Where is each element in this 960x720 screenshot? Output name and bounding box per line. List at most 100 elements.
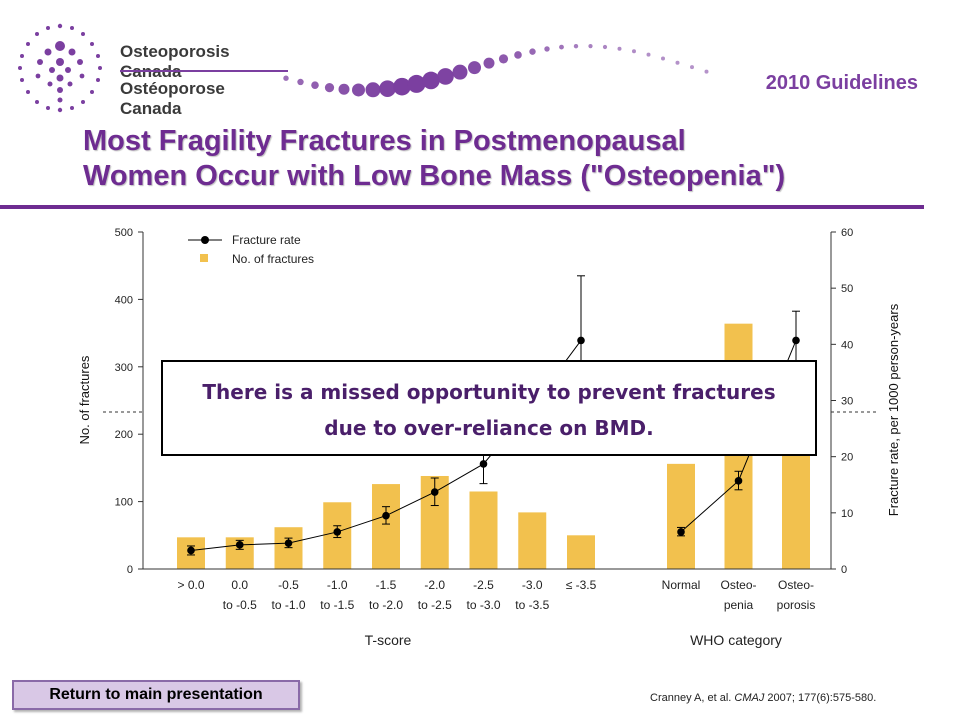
wave-dot [283, 75, 289, 81]
legend-label-count: No. of fractures [232, 252, 314, 266]
wave-dot [311, 81, 319, 89]
x-tick-label: -0.5 [278, 578, 299, 592]
right-tick-label: 50 [841, 283, 853, 295]
x-tick-label-sub: to -2.0 [369, 598, 403, 612]
x-tick-label: -1.5 [376, 578, 397, 592]
callout-line-2: due to over-reliance on BMD. [324, 416, 654, 440]
x-tick-label: 0.0 [231, 578, 248, 592]
x-tick-label-sub: penia [724, 598, 754, 612]
left-tick-label: 200 [115, 429, 133, 441]
wave-dot [646, 52, 651, 57]
wave-dot [407, 74, 426, 93]
wave-dot [365, 82, 381, 98]
x-tick-label-sub: to -0.5 [223, 598, 257, 612]
x-tick-label-sub: porosis [777, 598, 816, 612]
left-tick-label: 100 [115, 497, 133, 509]
rate-point [734, 477, 743, 485]
guidelines-label: 2010 Guidelines [765, 72, 918, 94]
x-tick-label-sub: to -3.0 [466, 598, 500, 612]
right-tick-label: 20 [841, 452, 853, 464]
x-tick-label-sub: to -3.5 [515, 598, 549, 612]
wave-dot [483, 57, 495, 69]
right-tick-label: 60 [841, 227, 853, 239]
bar [518, 512, 547, 569]
x-tick-label: Osteo- [778, 578, 814, 592]
wave-dot [498, 54, 509, 64]
wave-dot [632, 49, 636, 54]
right-tick-label: 10 [841, 508, 853, 520]
wave-dot [338, 83, 350, 95]
logo-text-fr: Ostéoporose Canada [120, 79, 225, 118]
bar [567, 535, 595, 569]
wave-dot [588, 43, 593, 49]
bar [782, 455, 810, 569]
x-tick-label: -1.0 [327, 578, 348, 592]
right-axis-title: Fracture rate, per 1000 person-years [886, 303, 901, 516]
x-tick-label: -3.0 [522, 578, 543, 592]
right-tick-label: 0 [841, 564, 847, 576]
title-underline [0, 205, 924, 209]
wave-dot [675, 60, 680, 65]
rate-point [333, 528, 342, 536]
x-tick-label: > 0.0 [177, 578, 204, 592]
return-to-main-button[interactable]: Return to main presentation [12, 680, 300, 710]
wave-dot [452, 64, 468, 80]
legend-bar-swatch [200, 254, 208, 262]
rate-point [430, 488, 439, 496]
logo-divider [120, 70, 288, 72]
rate-point [187, 546, 195, 555]
citation: Cranney A, et al. CMAJ 2007; 177(6):575-… [650, 692, 876, 704]
wave-dot [617, 46, 622, 51]
wave-dot [690, 65, 694, 70]
left-tick-label: 0 [127, 564, 133, 576]
right-tick-label: 40 [841, 339, 853, 351]
wave-dot [559, 44, 564, 50]
wave-dot [529, 48, 536, 55]
rate-point [284, 539, 293, 547]
group-label: WHO category [690, 632, 782, 648]
left-tick-label: 500 [115, 227, 133, 239]
rate-point [235, 541, 244, 549]
rate-point [677, 528, 685, 536]
legend-label-rate: Fracture rate [232, 233, 301, 247]
page-title: Most Fragility Fractures in Postmenopaus… [83, 124, 943, 194]
rate-point [479, 460, 488, 468]
logo: Osteoporosis Canada Ostéoporose Canada [10, 18, 290, 118]
title-line-1: Most Fragility Fractures in Postmenopaus… [83, 125, 686, 157]
x-tick-label-sub: to -1.0 [271, 598, 305, 612]
wave-dot [297, 78, 304, 86]
wave-dot [324, 83, 335, 93]
wave-dot [468, 61, 481, 75]
wave-dot [573, 43, 579, 49]
x-tick-label: -2.0 [424, 578, 445, 592]
wave-dot [514, 51, 522, 59]
wave-dot [661, 56, 665, 61]
bar [469, 491, 498, 569]
citation-suffix: 2007; 177(6):575-580. [764, 692, 877, 704]
x-tick-label: -2.5 [473, 578, 494, 592]
x-tick-label-sub: to -1.5 [320, 598, 354, 612]
left-tick-label: 400 [115, 294, 133, 306]
bar [372, 484, 400, 569]
wave-dot [379, 80, 396, 97]
x-tick-label: Normal [662, 578, 701, 592]
x-tick-label-sub: to -2.5 [418, 598, 452, 612]
wave-dot [602, 44, 608, 50]
callout-box: There is a missed opportunity to prevent… [161, 360, 817, 456]
bar [667, 463, 695, 569]
x-tick-label: ≤ -3.5 [566, 578, 597, 592]
rate-point [792, 336, 800, 345]
wave-dot [544, 46, 550, 52]
wave-dot [352, 83, 365, 97]
wave-dot [704, 69, 709, 74]
left-tick-label: 300 [115, 362, 133, 374]
title-line-2: Women Occur with Low Bone Mass ("Osteope… [83, 160, 786, 192]
group-label: T-score [365, 632, 412, 648]
citation-prefix: Cranney A, et al. [650, 692, 735, 704]
citation-journal: CMAJ [734, 692, 765, 704]
dot-wave-decoration [283, 43, 709, 98]
logo-mark-icon [18, 23, 102, 113]
x-tick-label: Osteo- [720, 578, 756, 592]
right-tick-label: 30 [841, 396, 853, 408]
left-axis-title: No. of fractures [77, 355, 92, 444]
